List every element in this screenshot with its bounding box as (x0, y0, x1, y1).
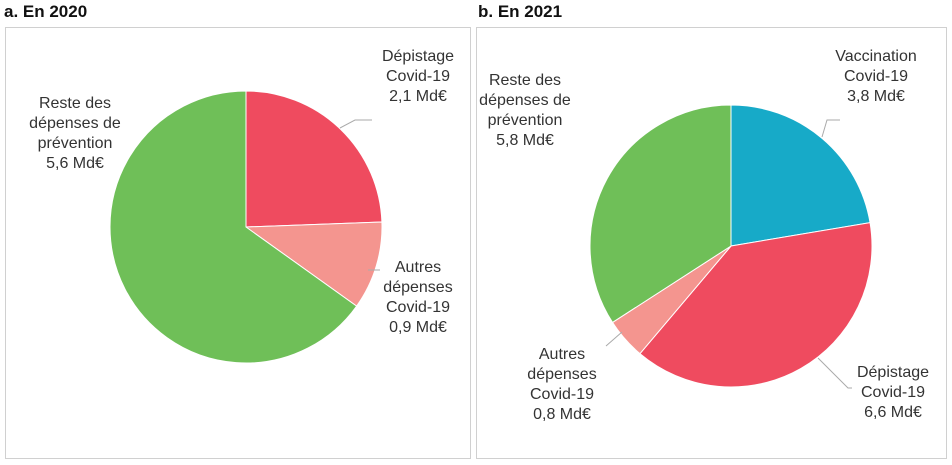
slice-label: Autres dépenses Covid-19 0,9 Md€ (373, 258, 463, 338)
leader-line (821, 119, 840, 138)
value-label: 2,1 Md€ (389, 88, 447, 105)
value-label: 3,8 Md€ (847, 88, 905, 105)
slice-label: Vaccination Covid-19 3,8 Md€ (816, 47, 936, 107)
value-label: 6,6 Md€ (864, 404, 922, 421)
slice-label: Reste des dépenses de prévention 5,8 Md€ (465, 71, 585, 151)
category-label: Dépistage Covid-19 (856, 364, 930, 401)
slice-label: Dépistage Covid-19 2,1 Md€ (363, 47, 473, 107)
panel (476, 27, 947, 459)
value-label: 0,9 Md€ (389, 319, 447, 336)
pie-slice (639, 222, 873, 388)
slice-label: Reste des dépenses de prévention 5,6 Md€ (15, 94, 135, 174)
leader-line (605, 331, 623, 347)
category-label: Reste des dépenses de prévention (29, 95, 121, 152)
pie-slice (730, 104, 871, 247)
pie-slice (109, 90, 358, 364)
pie-slice (244, 221, 383, 307)
category-label: Autres dépenses Covid-19 (527, 346, 597, 403)
leader-line (817, 357, 852, 389)
chart-title: b. En 2021 (478, 2, 563, 21)
pie-slice (589, 104, 732, 324)
category-label: Dépistage Covid-19 (381, 48, 455, 85)
value-label: 5,6 Md€ (46, 155, 104, 172)
value-label: 0,8 Md€ (533, 406, 591, 423)
slice-label: Dépistage Covid-19 6,6 Md€ (838, 363, 948, 423)
category-label: Autres dépenses Covid-19 (383, 259, 453, 316)
category-label: Vaccination Covid-19 (835, 48, 917, 85)
pie-slice (245, 90, 383, 228)
chart-title: a. En 2020 (4, 2, 88, 21)
leader-line (339, 119, 372, 129)
slice-label: Autres dépenses Covid-19 0,8 Md€ (517, 345, 607, 425)
value-label: 5,8 Md€ (496, 132, 554, 149)
panel (5, 27, 471, 459)
category-label: Reste des dépenses de prévention (479, 72, 571, 129)
